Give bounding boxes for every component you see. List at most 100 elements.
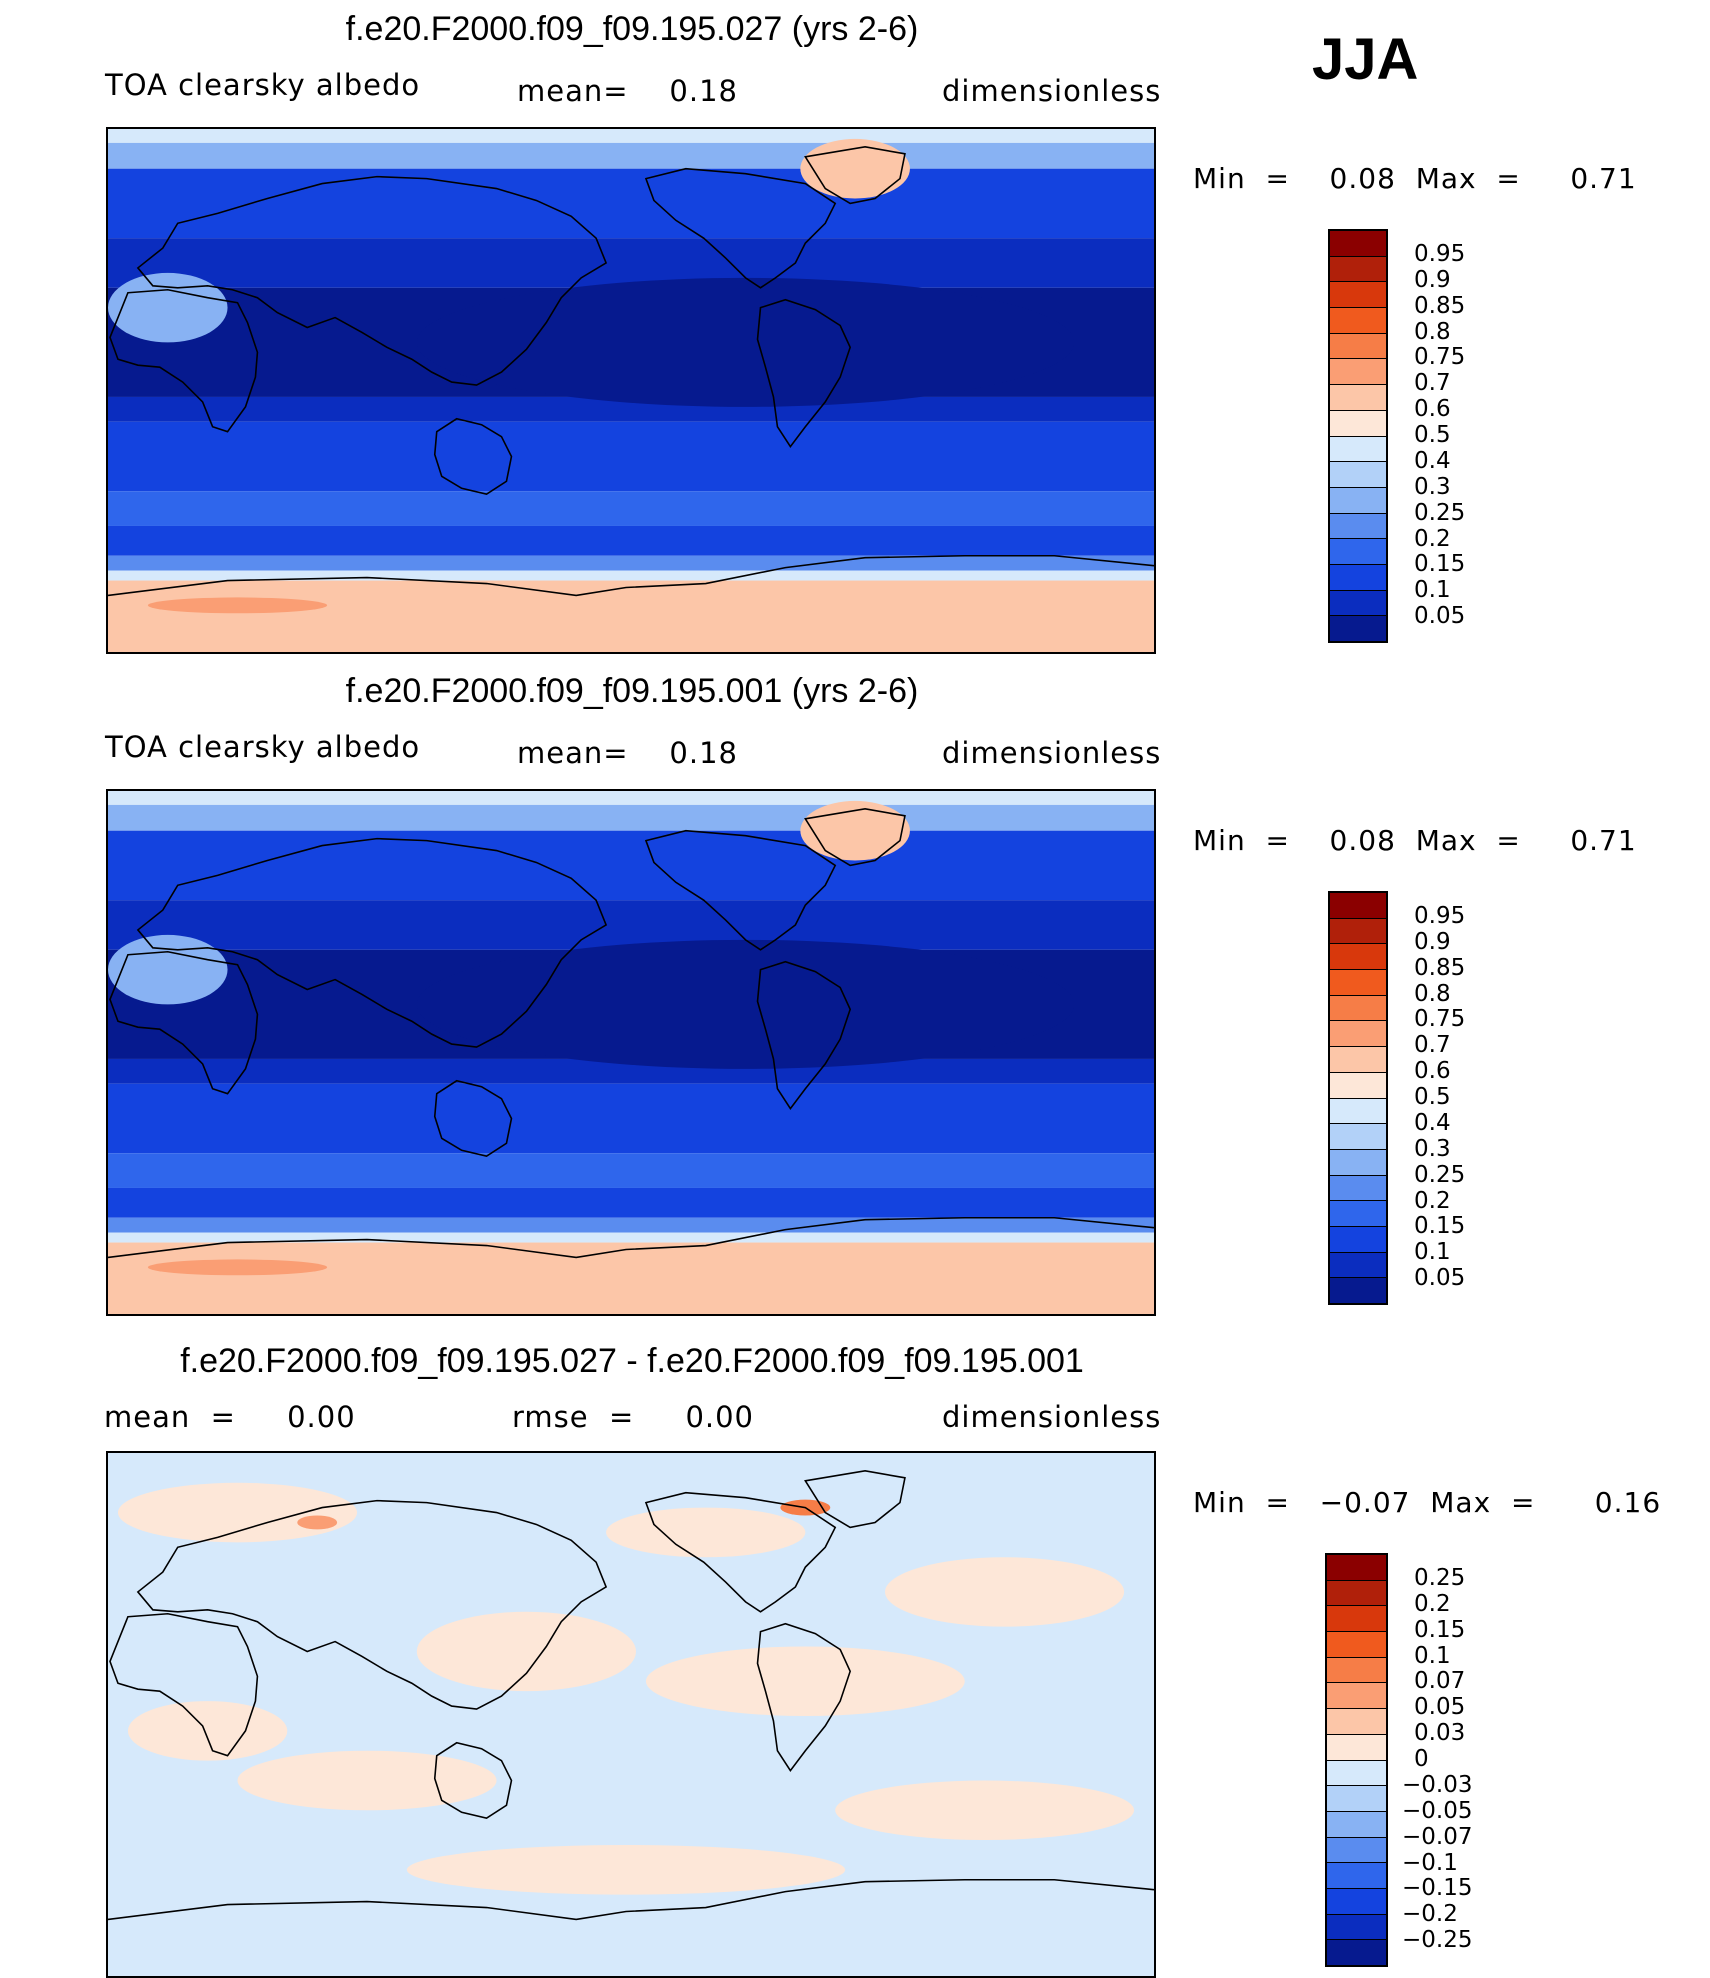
colorbar-tick-label: 0.15 <box>1414 1213 1466 1240</box>
colorbar-tick-label: −0.07 <box>1402 1823 1473 1850</box>
colorbar-tick-label: 0.8 <box>1414 980 1451 1007</box>
colorbar-swatch <box>1330 436 1386 463</box>
panel-2-mean-label: mean= 0.18 <box>517 736 738 770</box>
colorbar-tick-label: 0.9 <box>1414 266 1451 293</box>
colorbar-swatch <box>1327 1837 1386 1864</box>
colorbar-swatch <box>1330 995 1386 1022</box>
colorbar-swatch <box>1330 1098 1386 1125</box>
colorbar-swatch <box>1327 1888 1386 1915</box>
colorbar-swatch <box>1327 1863 1386 1889</box>
colorbar-swatch <box>1327 1734 1386 1761</box>
panel-2-colorbar <box>1328 891 1388 1305</box>
panel-1-mean-label: mean= 0.18 <box>517 74 738 108</box>
colorbar-swatch <box>1327 1940 1386 1965</box>
colorbar-tick-label: −0.15 <box>1402 1875 1473 1902</box>
panel-1-units-label: dimensionless <box>942 74 1162 108</box>
colorbar-swatch <box>1330 410 1386 437</box>
panel-3-colorbar-labels: 0.25 0.2 0.15 0.1 0.07 0.05 0.03 0 −0.03 −0.05 −0.… <box>1400 1553 1540 1967</box>
field-shading <box>108 1453 1154 1976</box>
colorbar-swatch <box>1330 616 1386 641</box>
colorbar-swatch <box>1330 333 1386 360</box>
colorbar-swatch <box>1330 359 1386 386</box>
panel-3-minmax: Min = −0.07 Max = 0.16 <box>1193 1486 1662 1519</box>
colorbar-swatch <box>1330 944 1386 971</box>
colorbar-swatch <box>1330 1252 1386 1279</box>
colorbar-tick-label: 0.3 <box>1414 1135 1451 1162</box>
panel-2-variable-label: TOA clearsky albedo <box>105 730 421 764</box>
colorbar-tick-label: 0.7 <box>1414 1032 1451 1059</box>
colorbar-swatch <box>1330 1124 1386 1150</box>
panel-2-title: f.e20.F2000.f09_f09.195.001 (yrs 2-6) <box>345 672 919 710</box>
colorbar-tick-label: 0 <box>1414 1746 1429 1772</box>
field-shading <box>108 129 1154 652</box>
colorbar-tick-label: 0.4 <box>1414 1109 1451 1136</box>
colorbar-tick-label: −0.2 <box>1402 1901 1458 1928</box>
colorbar-tick-label: 0.5 <box>1414 1084 1451 1110</box>
colorbar-tick-label: 0.25 <box>1414 1161 1466 1188</box>
colorbar-swatch <box>1330 513 1386 540</box>
panel-2-colorbar-labels: 0.95 0.9 0.85 0.8 0.75 0.7 0.6 0.5 0.4 0.3 0.25 0.2… <box>1400 891 1520 1305</box>
colorbar-tick-label: 0.4 <box>1414 447 1451 474</box>
coastlines <box>108 146 1154 597</box>
colorbar-swatch <box>1327 1914 1386 1941</box>
colorbar-tick-label: 0.1 <box>1414 1642 1451 1669</box>
colorbar-tick-label: 0.75 <box>1414 344 1466 371</box>
colorbar-tick-label: 0.6 <box>1414 396 1451 423</box>
colorbar-tick-label: 0.95 <box>1414 240 1466 267</box>
colorbar-tick-label: 0.75 <box>1414 1006 1466 1033</box>
panel-2-map <box>106 789 1156 1316</box>
panel-2-units-label: dimensionless <box>942 736 1162 770</box>
colorbar-swatch <box>1330 1072 1386 1099</box>
colorbar-tick-label: 0.05 <box>1414 1265 1466 1292</box>
colorbar-swatch <box>1330 231 1386 257</box>
colorbar-tick-label: −0.05 <box>1402 1797 1473 1824</box>
panel-3-map-svg <box>108 1453 1154 1976</box>
colorbar-swatch <box>1327 1683 1386 1710</box>
panel-2-minmax: Min = 0.08 Max = 0.71 <box>1193 824 1637 857</box>
panel-1-colorbar-labels: 0.95 0.9 0.85 0.8 0.75 0.7 0.6 0.5 0.4 0.3 0.25 0.2… <box>1400 229 1520 643</box>
colorbar-swatch <box>1327 1709 1386 1735</box>
colorbar-tick-label: 0.15 <box>1414 551 1466 578</box>
colorbar-swatch <box>1330 918 1386 945</box>
panel-1-map-svg <box>108 129 1154 652</box>
colorbar-swatch <box>1330 462 1386 488</box>
panel-3-title: f.e20.F2000.f09_f09.195.027 - f.e20.F200… <box>180 1342 1084 1380</box>
colorbar-tick-label: 0.03 <box>1414 1720 1466 1747</box>
colorbar-swatch <box>1330 564 1386 591</box>
colorbar-tick-label: 0.9 <box>1414 928 1451 955</box>
panel-3-units-label: dimensionless <box>942 1400 1162 1434</box>
colorbar-tick-label: 0.3 <box>1414 473 1451 500</box>
colorbar-tick-label: −0.1 <box>1402 1849 1458 1876</box>
panel-1-minmax: Min = 0.08 Max = 0.71 <box>1193 162 1637 195</box>
panel-1-variable-label: TOA clearsky albedo <box>105 68 421 102</box>
season-label: JJA <box>1312 27 1419 92</box>
colorbar-tick-label: 0.1 <box>1414 577 1451 604</box>
colorbar-tick-label: 0.85 <box>1414 954 1466 981</box>
colorbar-swatch <box>1330 539 1386 565</box>
field-shading <box>108 791 1154 1314</box>
colorbar-tick-label: 0.15 <box>1414 1616 1466 1643</box>
colorbar-swatch <box>1327 1760 1386 1787</box>
colorbar-swatch <box>1330 970 1386 996</box>
colorbar-tick-label: 0.7 <box>1414 370 1451 397</box>
colorbar-tick-label: 0.1 <box>1414 1239 1451 1266</box>
colorbar-swatch <box>1330 487 1386 514</box>
colorbar-tick-label: 0.6 <box>1414 1058 1451 1085</box>
colorbar-tick-label: −0.03 <box>1402 1771 1473 1798</box>
colorbar-tick-label: 0.25 <box>1414 1564 1466 1591</box>
coastlines <box>108 1470 1154 1921</box>
panel-3-rmse-label: rmse = 0.00 <box>512 1400 755 1434</box>
colorbar-swatch <box>1330 1021 1386 1048</box>
colorbar-tick-label: 0.85 <box>1414 292 1466 319</box>
colorbar-tick-label: 0.8 <box>1414 318 1451 345</box>
colorbar-swatch <box>1327 1606 1386 1633</box>
colorbar-swatch <box>1330 1149 1386 1176</box>
colorbar-tick-label: 0.25 <box>1414 499 1466 526</box>
colorbar-swatch <box>1330 1278 1386 1303</box>
colorbar-tick-label: −0.25 <box>1402 1927 1473 1954</box>
colorbar-swatch <box>1330 1047 1386 1073</box>
colorbar-swatch <box>1330 1175 1386 1202</box>
colorbar-tick-label: 0.05 <box>1414 1694 1466 1721</box>
colorbar-swatch <box>1330 385 1386 411</box>
colorbar-tick-label: 0.95 <box>1414 902 1466 929</box>
